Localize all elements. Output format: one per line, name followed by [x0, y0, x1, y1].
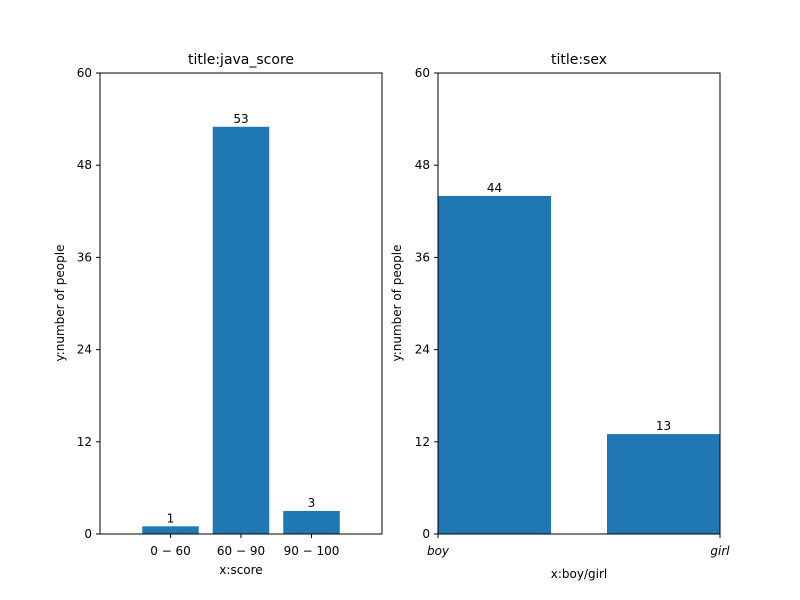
y-tick-label: 60 — [415, 66, 430, 80]
y-tick-label: 24 — [77, 343, 92, 357]
bars-group — [142, 126, 340, 535]
data-label: 1 — [167, 511, 175, 525]
x-tick-label: 0 − 60 — [150, 544, 191, 558]
y-tick-label: 0 — [84, 527, 92, 541]
data-label: 13 — [656, 419, 671, 433]
y-tick-label: 12 — [415, 435, 430, 449]
x-axis-label: x:score — [219, 563, 262, 577]
x-tick-label: boy — [427, 544, 450, 558]
data-label: 3 — [308, 496, 316, 510]
sex-chart: title:sex 44 13 0 12 24 36 48 60 boy girl x:boy… — [390, 52, 730, 581]
x-axis-label: x:boy/girl — [551, 567, 607, 581]
bar — [283, 510, 340, 534]
y-tick-label: 60 — [77, 66, 92, 80]
y-ticks-group: 0 12 24 36 48 60 — [77, 66, 100, 541]
y-tick-label: 48 — [415, 158, 430, 172]
x-tick-label: 60 − 90 — [217, 544, 265, 558]
data-label: 53 — [233, 112, 248, 126]
data-labels-group: 44 13 — [487, 181, 671, 433]
x-tick-label: 90 − 100 — [284, 544, 340, 558]
plot-frame — [437, 72, 721, 535]
y-tick-label: 0 — [422, 527, 430, 541]
bar — [438, 195, 551, 534]
x-ticks-group: 0 − 60 60 − 90 90 − 100 — [150, 534, 339, 558]
y-tick-label: 36 — [77, 250, 92, 264]
y-tick-label: 24 — [415, 343, 430, 357]
chart-title: title:sex — [551, 52, 607, 68]
data-label: 44 — [487, 181, 502, 195]
y-axis-label: y:number of people — [53, 245, 67, 362]
bar — [607, 434, 720, 534]
bar — [142, 526, 199, 534]
x-tick-label: girl — [710, 544, 730, 558]
plot-frame — [99, 72, 383, 535]
x-ticks-group: boy girl — [427, 534, 730, 558]
bar — [212, 126, 270, 535]
y-axis-label: y:number of people — [390, 245, 404, 362]
chart-title: title:java_score — [188, 52, 294, 68]
bars-group — [438, 195, 720, 534]
y-ticks-group: 0 12 24 36 48 60 — [415, 66, 438, 541]
y-tick-label: 36 — [415, 250, 430, 264]
y-tick-label: 12 — [77, 435, 92, 449]
y-tick-label: 48 — [77, 158, 92, 172]
